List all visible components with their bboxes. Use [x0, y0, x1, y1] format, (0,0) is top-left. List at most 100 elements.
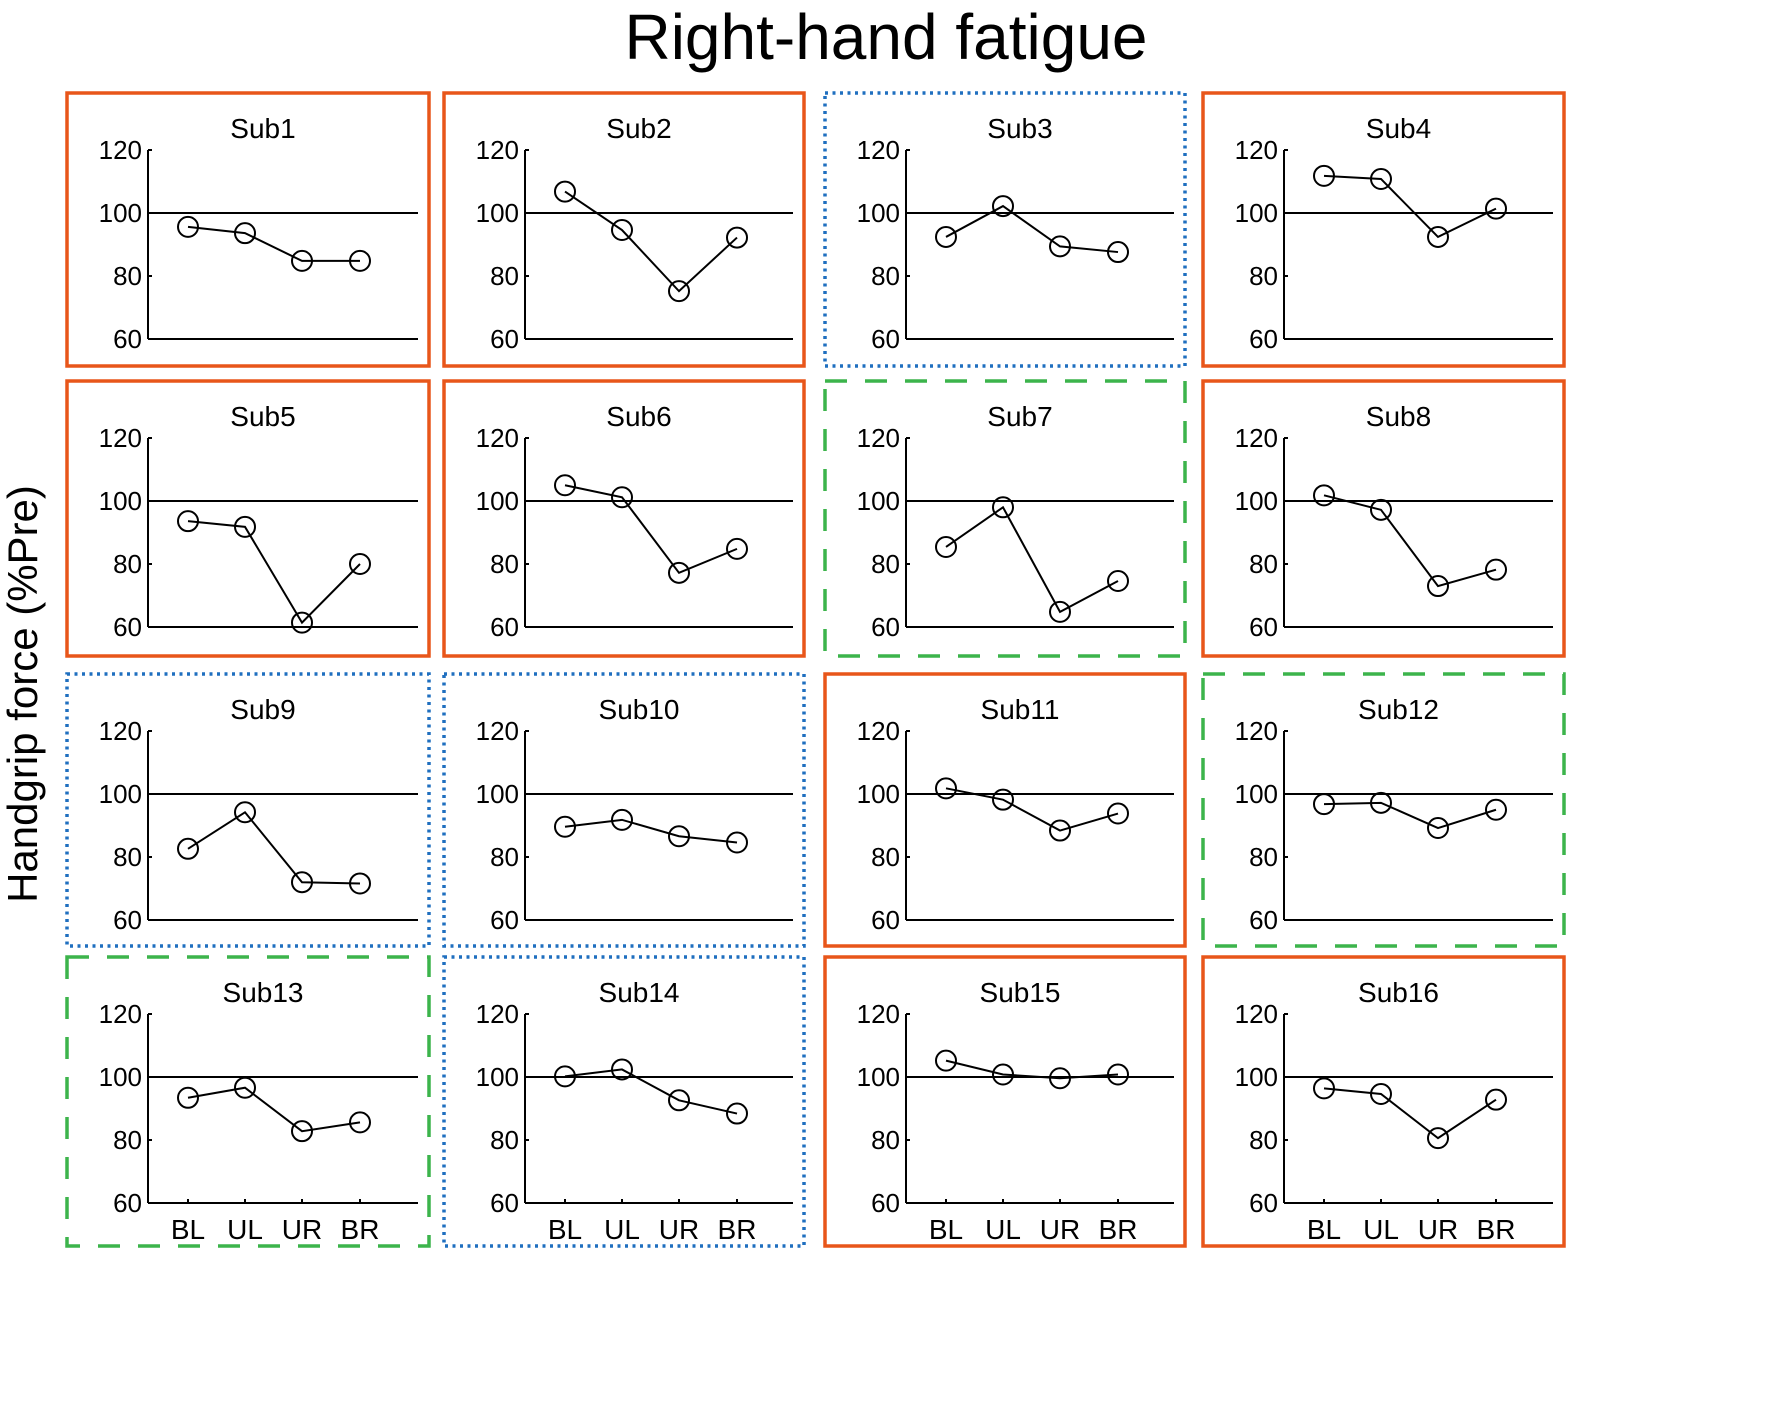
- panel-sub12: Sub12 60 80 100 120: [1201, 672, 1566, 948]
- data-point-marker: [935, 1049, 957, 1072]
- data-point-marker: [349, 872, 371, 895]
- y-tick-label: 60: [1249, 905, 1278, 935]
- data-point-marker: [291, 871, 313, 894]
- panel-title: Sub7: [987, 401, 1052, 432]
- y-tick-label: 60: [871, 905, 900, 935]
- data-point-marker: [726, 1102, 748, 1125]
- y-tick-label: 80: [113, 261, 142, 291]
- panel-sub1: Sub1 60 80 100 120: [65, 91, 431, 368]
- data-point-marker: [611, 1058, 633, 1081]
- data-point-marker: [668, 280, 690, 303]
- x-tick-label: UL: [604, 1214, 640, 1245]
- y-tick-label: 80: [490, 261, 519, 291]
- panel-title: Sub2: [606, 113, 671, 144]
- y-tick-label: 100: [857, 1062, 900, 1092]
- y-tick-label: 100: [1235, 486, 1278, 516]
- panel-sub15: Sub15 60 80 100 120 BL UL UR BR: [823, 955, 1187, 1248]
- panel-sub13: Sub13 60 80 100 120 BL UL UR BR: [65, 955, 431, 1248]
- y-tick-label: 100: [99, 1062, 142, 1092]
- data-point-marker: [1427, 575, 1449, 598]
- x-tick-label: BL: [548, 1214, 582, 1245]
- data-point-marker: [1370, 167, 1392, 190]
- y-tick-label: 100: [476, 486, 519, 516]
- x-tick-label: BR: [1477, 1214, 1516, 1245]
- y-tick-label: 120: [1235, 423, 1278, 453]
- y-tick-label: 120: [99, 423, 142, 453]
- data-line: [187, 520, 361, 625]
- data-line: [564, 190, 738, 293]
- y-tick-label: 80: [113, 1125, 142, 1155]
- panel-sub16: Sub16 60 80 100 120 BL UL UR BR: [1201, 955, 1566, 1248]
- data-point-marker: [726, 831, 748, 854]
- data-point-marker: [177, 215, 199, 238]
- data-line: [564, 1068, 738, 1115]
- x-tick-label: UR: [282, 1214, 322, 1245]
- data-point-marker: [726, 226, 748, 249]
- y-tick-label: 120: [476, 135, 519, 165]
- data-point-marker: [1370, 498, 1392, 521]
- y-tick-label: 60: [1249, 1188, 1278, 1218]
- y-tick-label: 60: [113, 1188, 142, 1218]
- y-tick-label: 80: [871, 261, 900, 291]
- x-tick-label: BR: [1099, 1214, 1138, 1245]
- y-tick-label: 120: [857, 999, 900, 1029]
- panel-border: [442, 955, 806, 1248]
- y-tick-label: 80: [1249, 549, 1278, 579]
- data-point-marker: [992, 1063, 1014, 1086]
- y-tick-label: 80: [490, 1125, 519, 1155]
- y-tick-label: 120: [857, 135, 900, 165]
- data-point-marker: [1485, 798, 1507, 821]
- y-tick-label: 100: [857, 198, 900, 228]
- data-point-marker: [1049, 235, 1071, 258]
- panel-sub14: Sub14 60 80 100 120 BL UL UR BR: [442, 955, 806, 1248]
- panel-border: [442, 672, 806, 948]
- data-point-marker: [1427, 817, 1449, 840]
- data-point-marker: [554, 1065, 576, 1088]
- y-tick-label: 120: [99, 716, 142, 746]
- y-tick-label: 80: [871, 549, 900, 579]
- panel-sub4: Sub4 60 80 100 120: [1201, 91, 1566, 368]
- y-tick-label: 120: [99, 999, 142, 1029]
- data-point-marker: [1485, 558, 1507, 581]
- data-point-marker: [611, 486, 633, 509]
- panel-border: [65, 955, 431, 1248]
- data-point-marker: [177, 837, 199, 860]
- y-tick-label: 100: [476, 198, 519, 228]
- y-tick-label: 100: [1235, 198, 1278, 228]
- y-tick-label: 60: [113, 612, 142, 642]
- data-point-marker: [349, 1111, 371, 1134]
- panel-title: Sub5: [230, 401, 295, 432]
- data-point-marker: [177, 1086, 199, 1109]
- data-point-marker: [992, 496, 1014, 519]
- data-point-marker: [1313, 793, 1335, 816]
- y-tick-label: 60: [871, 612, 900, 642]
- data-point-marker: [611, 808, 633, 831]
- y-tick-label: 100: [99, 779, 142, 809]
- x-tick-label: UR: [1040, 1214, 1080, 1245]
- data-line: [187, 225, 360, 262]
- panel-title: Sub16: [1358, 977, 1439, 1008]
- y-tick-label: 120: [1235, 999, 1278, 1029]
- y-tick-label: 80: [113, 842, 142, 872]
- y-tick-label: 120: [476, 423, 519, 453]
- y-tick-label: 120: [99, 135, 142, 165]
- panel-border: [1201, 91, 1566, 368]
- panel-sub10: Sub10 60 80 100 120: [442, 672, 806, 948]
- y-tick-label: 60: [871, 324, 900, 354]
- x-tick-label: BL: [171, 1214, 205, 1245]
- panel-border: [65, 672, 431, 948]
- y-tick-label: 120: [1235, 716, 1278, 746]
- panel-title: Sub12: [1358, 694, 1439, 725]
- data-point-marker: [177, 510, 199, 533]
- data-line: [945, 505, 1119, 614]
- x-tick-label: BL: [1307, 1214, 1341, 1245]
- x-tick-label: UL: [227, 1214, 263, 1245]
- data-line: [564, 484, 738, 575]
- panel-sub6: Sub6 60 80 100 120: [442, 379, 806, 658]
- y-tick-label: 100: [1235, 1062, 1278, 1092]
- data-point-marker: [935, 777, 957, 800]
- data-point-marker: [1313, 484, 1335, 507]
- panel-title: Sub13: [223, 977, 304, 1008]
- data-point-marker: [554, 180, 576, 203]
